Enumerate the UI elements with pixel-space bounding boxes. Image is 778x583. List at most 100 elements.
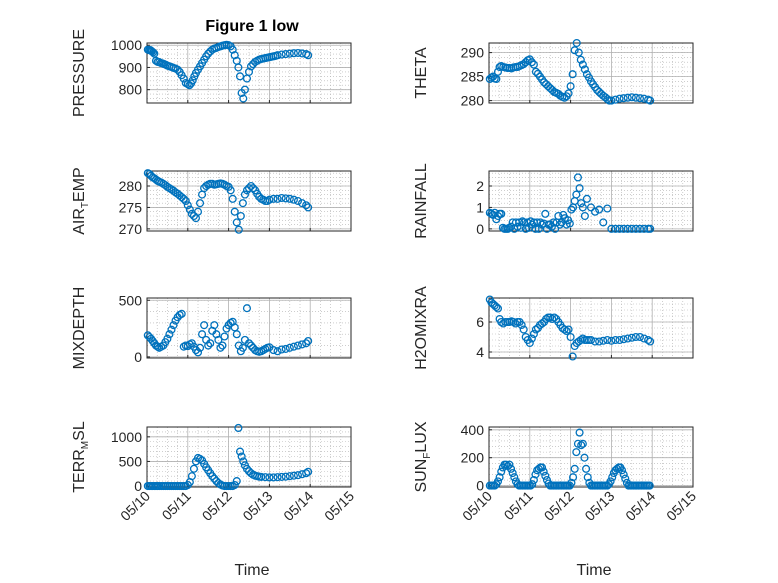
data-point bbox=[580, 453, 589, 462]
data-point bbox=[277, 472, 286, 481]
data-point bbox=[239, 457, 248, 466]
data-point bbox=[304, 51, 313, 60]
data-point bbox=[497, 209, 506, 218]
data-point bbox=[607, 96, 616, 105]
y-tick-label: 290 bbox=[461, 45, 485, 61]
data-point bbox=[578, 203, 587, 212]
series-points bbox=[485, 173, 655, 233]
data-point bbox=[189, 211, 198, 221]
data-point bbox=[297, 199, 307, 208]
x-axis-label-right: Time bbox=[577, 562, 612, 579]
data-point bbox=[204, 341, 213, 350]
data-point bbox=[242, 304, 252, 313]
data-point bbox=[289, 49, 298, 58]
y-tick-label: 280 bbox=[119, 178, 143, 194]
data-point bbox=[188, 76, 197, 85]
y-tick-label: 6 bbox=[476, 314, 484, 330]
data-point bbox=[591, 337, 600, 346]
data-point bbox=[183, 80, 192, 89]
subplot-top-right: 280 285 290 THETA bbox=[413, 38, 694, 109]
series-points bbox=[485, 295, 655, 361]
data-point bbox=[502, 460, 511, 469]
data-point bbox=[570, 46, 579, 55]
data-point bbox=[573, 173, 582, 182]
y-axis-label: SUNFLUX bbox=[413, 421, 433, 492]
data-point bbox=[576, 335, 585, 345]
data-point bbox=[493, 477, 503, 486]
data-point bbox=[193, 348, 203, 357]
data-point bbox=[230, 207, 239, 216]
data-point bbox=[603, 204, 612, 213]
data-point bbox=[195, 199, 205, 208]
data-point bbox=[261, 473, 270, 482]
axes-box bbox=[146, 426, 352, 488]
data-point bbox=[518, 217, 527, 226]
data-point bbox=[611, 224, 620, 233]
data-point bbox=[607, 224, 616, 233]
data-point bbox=[249, 184, 258, 193]
data-point bbox=[619, 470, 628, 479]
data-point bbox=[193, 207, 203, 216]
data-point bbox=[599, 218, 608, 227]
data-point bbox=[631, 93, 640, 102]
data-point bbox=[304, 336, 313, 346]
axes-box bbox=[146, 170, 352, 232]
data-point bbox=[492, 302, 501, 312]
data-point bbox=[281, 472, 290, 481]
data-point bbox=[497, 317, 506, 327]
data-point bbox=[572, 448, 581, 457]
data-point bbox=[527, 334, 536, 343]
data-point bbox=[297, 340, 307, 349]
data-point bbox=[560, 325, 569, 334]
data-point bbox=[570, 464, 579, 473]
data-point bbox=[238, 199, 247, 208]
data-point bbox=[583, 473, 592, 482]
y-tick-label: 1000 bbox=[111, 429, 142, 445]
data-point bbox=[277, 345, 286, 354]
data-point bbox=[568, 70, 577, 79]
data-point bbox=[646, 337, 655, 346]
axes-box bbox=[488, 170, 694, 232]
data-point bbox=[242, 464, 252, 473]
data-point bbox=[580, 65, 589, 74]
data-point bbox=[627, 93, 636, 102]
data-point bbox=[191, 346, 201, 355]
data-point bbox=[575, 428, 584, 437]
data-point bbox=[232, 218, 241, 227]
data-point bbox=[246, 62, 256, 71]
data-point bbox=[627, 333, 636, 342]
data-point bbox=[574, 48, 583, 57]
data-point bbox=[508, 468, 517, 478]
data-point bbox=[603, 335, 612, 345]
y-tick-label: 0 bbox=[476, 221, 484, 237]
data-point bbox=[492, 74, 501, 84]
y-axis-label: AIRTEMP bbox=[71, 167, 91, 234]
data-point bbox=[304, 467, 313, 476]
data-point bbox=[281, 194, 290, 203]
data-point bbox=[285, 49, 294, 58]
data-point bbox=[293, 341, 303, 350]
data-point bbox=[509, 317, 518, 327]
data-point bbox=[273, 51, 282, 60]
data-point bbox=[167, 325, 176, 334]
data-point bbox=[623, 224, 632, 233]
subplot-row3-left: 0 500 MIXDEPTH bbox=[71, 287, 352, 369]
data-point bbox=[591, 207, 600, 216]
y-axis-label: H2OMIXRA bbox=[413, 286, 430, 370]
data-point bbox=[531, 67, 540, 76]
data-point bbox=[293, 471, 303, 480]
data-point bbox=[541, 471, 550, 480]
data-point bbox=[615, 94, 624, 103]
data-point bbox=[566, 82, 575, 91]
y-tick-label: 2 bbox=[476, 178, 484, 194]
data-point bbox=[541, 209, 550, 218]
data-point bbox=[273, 194, 282, 203]
data-point bbox=[147, 47, 156, 56]
data-point bbox=[210, 474, 219, 483]
data-point bbox=[528, 480, 537, 489]
data-point bbox=[529, 60, 538, 69]
data-point bbox=[239, 94, 248, 103]
subplot-top-left: 800 900 1000 PRESSURE bbox=[71, 29, 352, 117]
subplot-row2-left: 270 275 280 AIRTEMP bbox=[71, 167, 352, 237]
